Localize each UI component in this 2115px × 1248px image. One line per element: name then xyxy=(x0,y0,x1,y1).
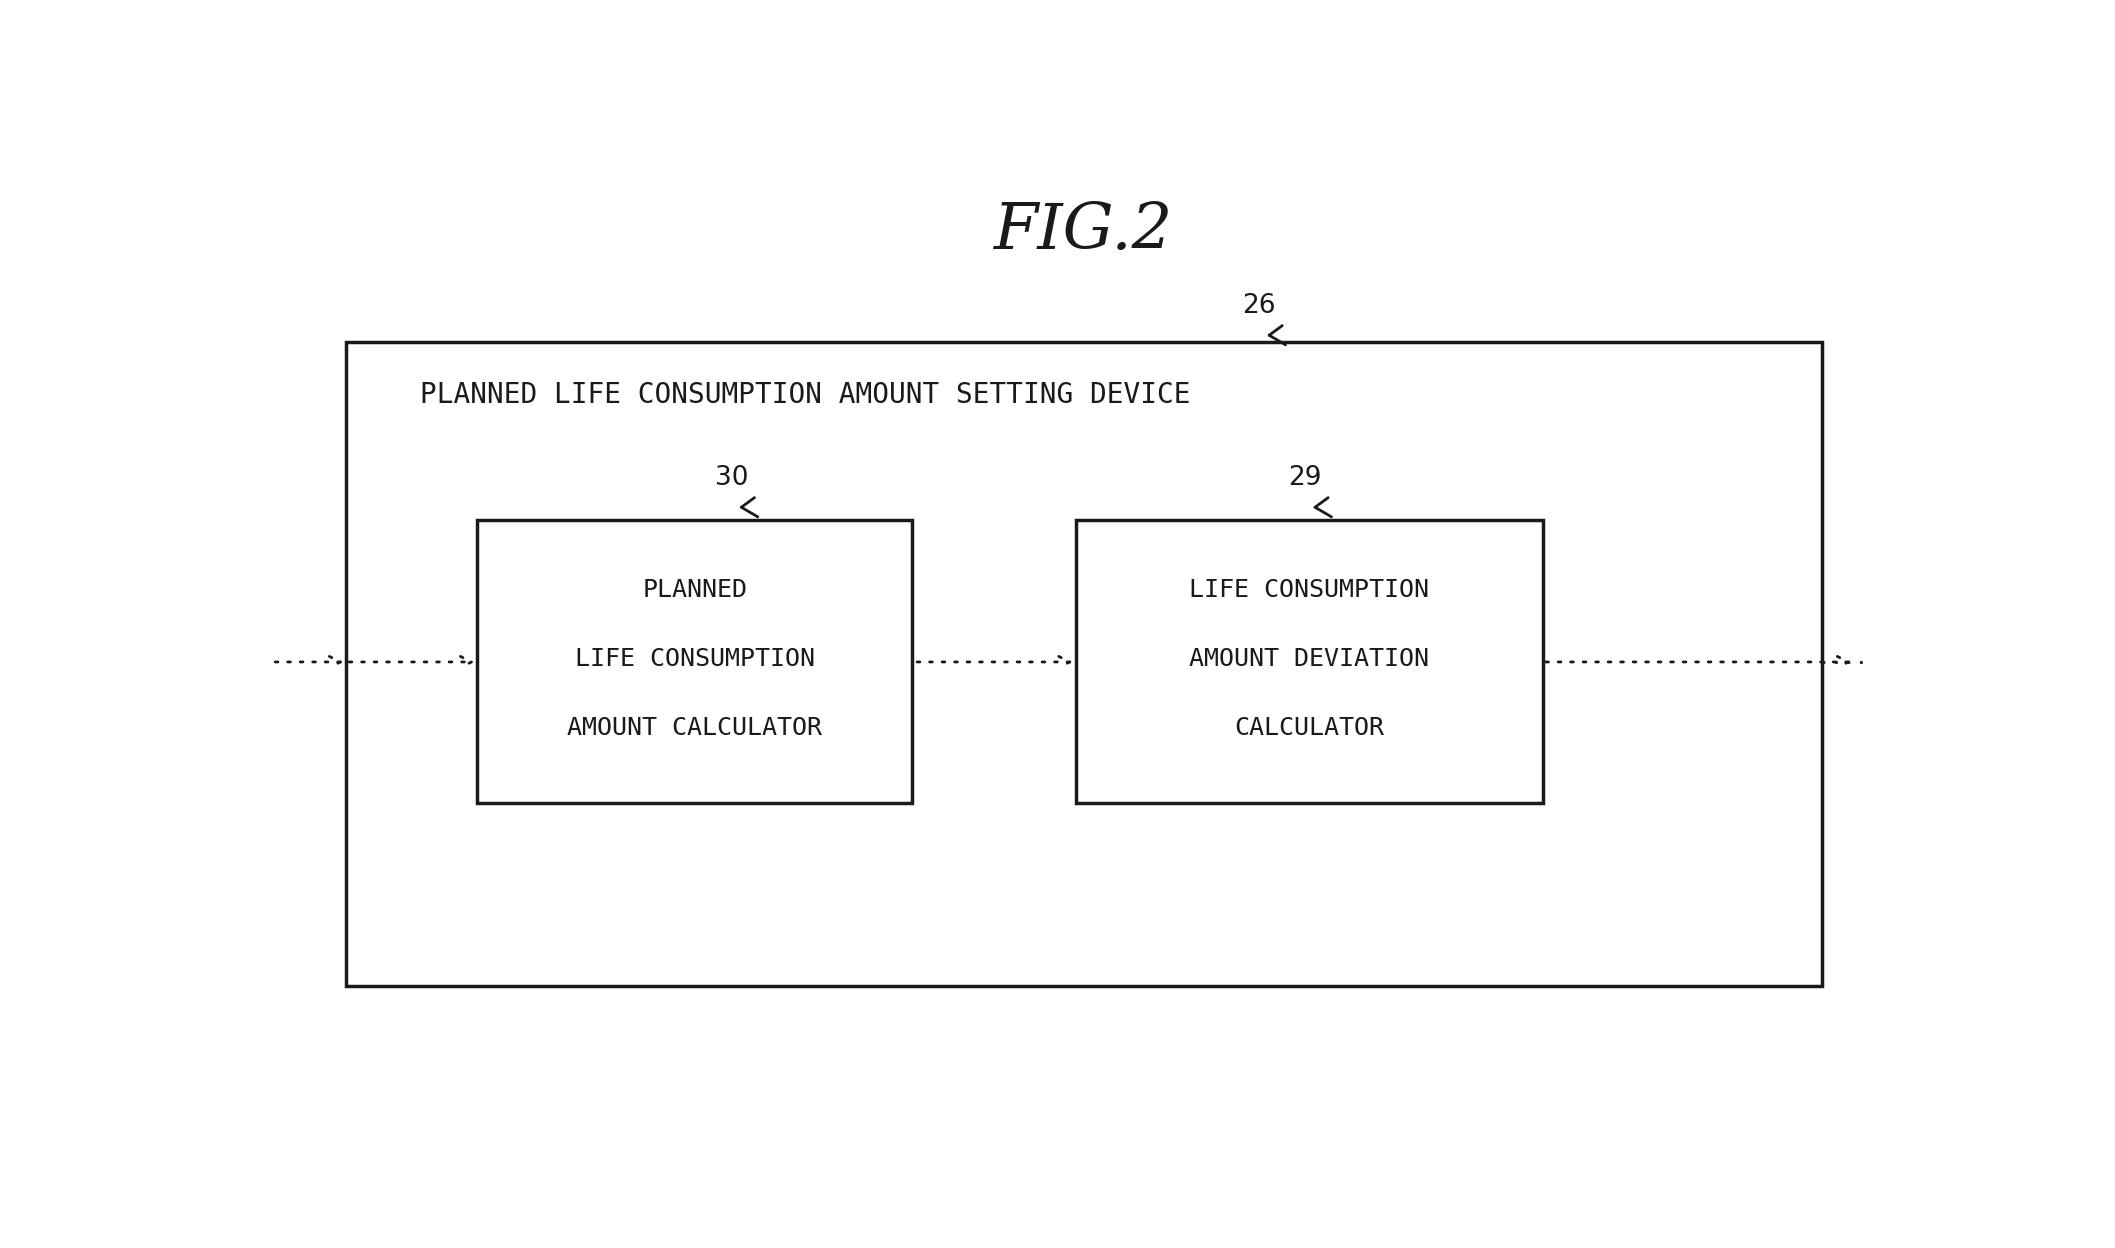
Text: PLANNED LIFE CONSUMPTION AMOUNT SETTING DEVICE: PLANNED LIFE CONSUMPTION AMOUNT SETTING … xyxy=(421,381,1191,409)
Text: AMOUNT CALCULATOR: AMOUNT CALCULATOR xyxy=(567,716,823,740)
Bar xyxy=(478,519,912,804)
Text: AMOUNT DEVIATION: AMOUNT DEVIATION xyxy=(1189,646,1430,671)
Text: PLANNED: PLANNED xyxy=(643,578,747,602)
Bar xyxy=(347,342,1821,986)
Text: 30: 30 xyxy=(715,466,749,490)
Bar xyxy=(1077,519,1542,804)
Text: 26: 26 xyxy=(1244,293,1275,319)
Text: 29: 29 xyxy=(1288,466,1322,490)
Text: LIFE CONSUMPTION: LIFE CONSUMPTION xyxy=(1189,578,1430,602)
Text: LIFE CONSUMPTION: LIFE CONSUMPTION xyxy=(575,646,814,671)
Text: CALCULATOR: CALCULATOR xyxy=(1235,716,1385,740)
Text: FIG.2: FIG.2 xyxy=(994,201,1174,262)
